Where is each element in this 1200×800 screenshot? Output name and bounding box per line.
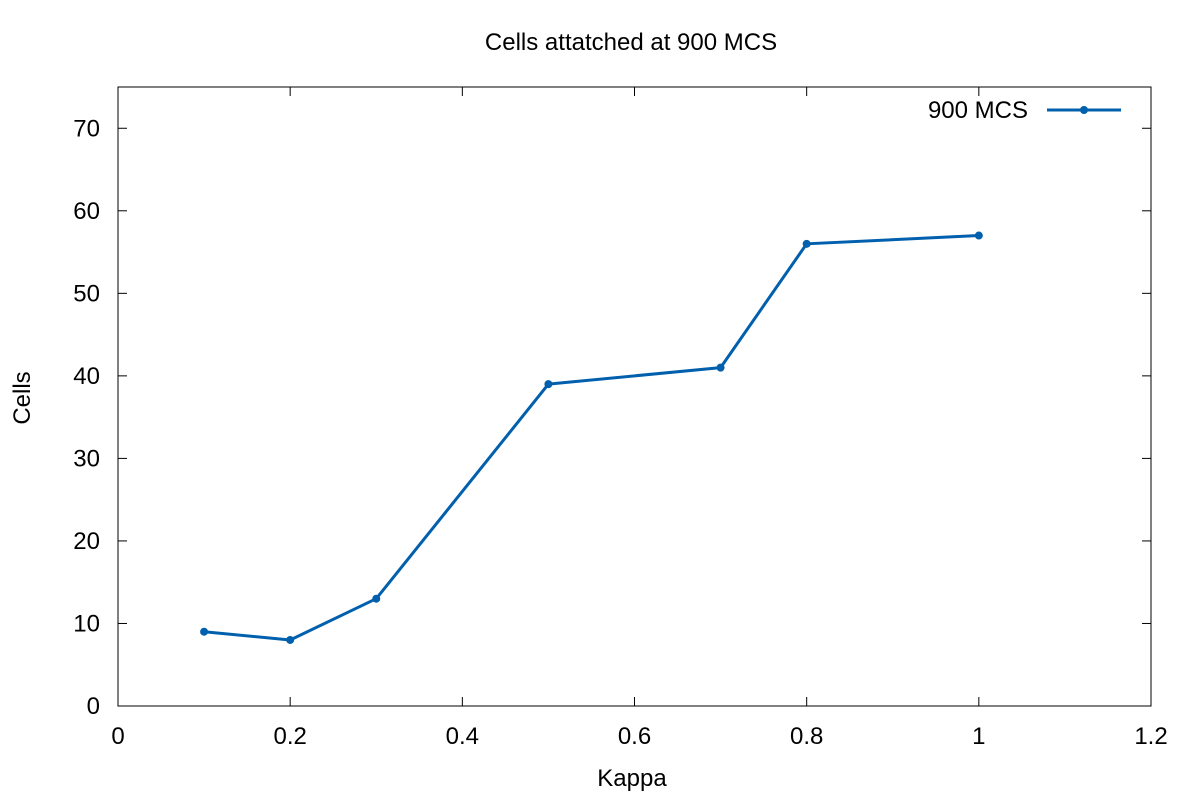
y-tick-label: 40: [73, 363, 100, 390]
chart-title: Cells attatched at 900 MCS: [485, 29, 777, 56]
x-axis-label: Kappa: [597, 765, 667, 792]
legend-label: 900 MCS: [928, 97, 1028, 124]
y-tick-label: 10: [73, 610, 100, 637]
y-axis-label: Cells: [9, 371, 36, 424]
y-tick-label: 70: [73, 115, 100, 142]
y-tick-label: 50: [73, 280, 100, 307]
data-point: [372, 594, 381, 603]
data-point: [286, 635, 295, 644]
data-point: [974, 231, 983, 240]
x-tick-label: 1.2: [1134, 723, 1167, 750]
y-tick-label: 60: [73, 198, 100, 225]
x-tick-label: 0.8: [790, 723, 823, 750]
data-point: [716, 363, 725, 372]
series-layer: [200, 231, 983, 644]
y-tick-label: 20: [73, 528, 100, 555]
y-axis: 0 10 20 30 40 50 60 70: [73, 115, 1151, 720]
legend-marker: [1080, 106, 1088, 114]
x-tick-label: 0: [111, 723, 124, 750]
data-point: [802, 239, 811, 248]
y-tick-label: 30: [73, 445, 100, 472]
plot-frame: [117, 86, 1152, 707]
x-axis: 0 0.2 0.4 0.6 0.8 1 1.2: [111, 87, 1168, 750]
data-point: [544, 380, 553, 389]
x-tick-label: 1: [972, 723, 985, 750]
y-tick-label: 0: [87, 693, 100, 720]
legend: 900 MCS: [928, 97, 1121, 124]
x-tick-label: 0.4: [446, 723, 479, 750]
series-line: [203, 234, 979, 642]
x-tick-label: 0.6: [618, 723, 651, 750]
x-tick-label: 0.2: [273, 723, 306, 750]
data-point: [200, 627, 209, 636]
